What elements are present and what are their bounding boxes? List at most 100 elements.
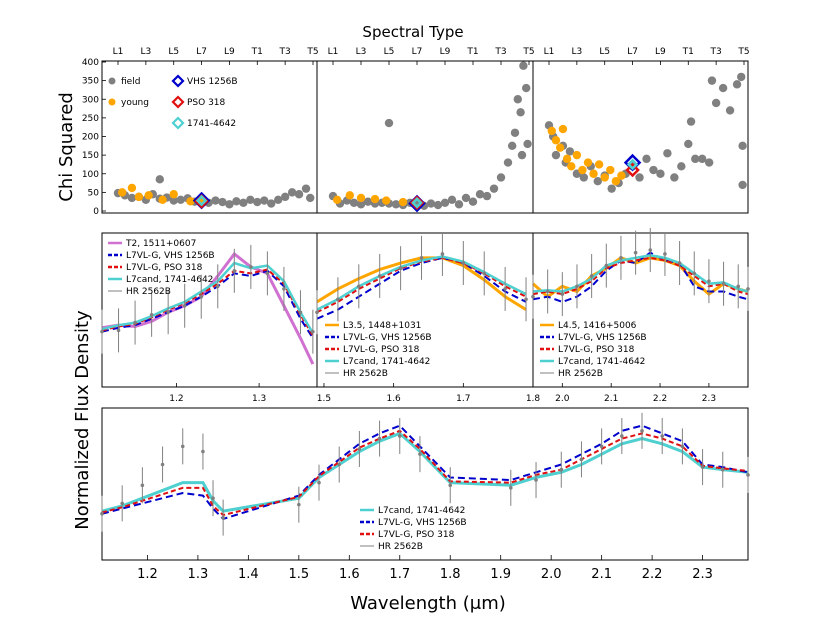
field-point xyxy=(649,165,658,175)
field-point xyxy=(738,141,747,151)
hr2562b-point xyxy=(337,462,342,467)
field-point xyxy=(677,162,686,171)
hr2562b-point xyxy=(265,271,270,276)
young-point xyxy=(583,158,593,167)
hr2562b-point xyxy=(180,444,185,449)
field-point xyxy=(503,158,513,167)
hr2562b-point xyxy=(503,287,507,291)
spectral-tick-label: T1 xyxy=(466,47,478,57)
young-point xyxy=(578,165,587,175)
full-x-tick-label: 1.9 xyxy=(490,567,511,582)
young-point xyxy=(551,136,561,145)
field-point xyxy=(127,193,137,203)
young-point xyxy=(382,196,391,205)
field-point xyxy=(593,177,602,186)
legend-label: HR 2562B xyxy=(378,542,423,552)
spectral-tick-label: L9 xyxy=(224,47,235,57)
spectral-tick-label: L1 xyxy=(328,47,339,57)
legend-vhs-swatch xyxy=(171,74,185,88)
legend-label: VHS 1256B xyxy=(187,77,238,87)
hr2562b-point xyxy=(720,467,725,472)
field-point xyxy=(391,200,401,209)
field-point xyxy=(306,193,315,203)
young-point xyxy=(134,192,144,202)
full-x-tick-label: 1.3 xyxy=(188,567,209,582)
hr2562b-point xyxy=(249,265,253,269)
band-x-tick-label: 2.1 xyxy=(604,394,618,404)
field-point xyxy=(176,195,185,205)
young-point xyxy=(562,154,572,164)
spectral-tick-label: T5 xyxy=(522,47,534,57)
young-point xyxy=(158,195,167,205)
spectral-tick-label: L3 xyxy=(356,47,367,57)
hr2562b-point xyxy=(357,284,361,289)
band-x-tick-label: 1.6 xyxy=(386,394,401,404)
hr2562b-point xyxy=(336,297,340,302)
spectral-tick-label: L1 xyxy=(544,47,555,57)
data-layer xyxy=(100,61,750,547)
legend-label: L7VL-G, VHS 1256B xyxy=(558,333,647,343)
hr2562b-point xyxy=(211,496,215,500)
full-x-tick-label: 1.5 xyxy=(288,567,309,582)
young-point xyxy=(555,143,565,152)
field-point xyxy=(691,154,700,164)
hr2562b-point xyxy=(199,294,204,299)
field-point xyxy=(440,198,450,208)
1741-4642-marker xyxy=(626,158,639,171)
axes-layer xyxy=(101,60,749,561)
young-point xyxy=(186,197,195,206)
field-point xyxy=(656,169,665,178)
hr2562b-point xyxy=(398,266,403,271)
spectral-type-title: Spectral Type xyxy=(362,23,463,41)
hr2562b-point xyxy=(579,457,584,462)
legend-cand-swatch xyxy=(171,116,185,130)
hr2562b-point xyxy=(620,434,624,438)
spectral-tick-label: T3 xyxy=(494,47,506,57)
field-point xyxy=(239,198,248,208)
field-point xyxy=(225,200,234,209)
hr2562b-point xyxy=(663,252,667,256)
field-point xyxy=(718,83,728,93)
field-point xyxy=(273,195,283,205)
hr2562b-point xyxy=(461,261,466,265)
legend-field-swatch xyxy=(108,77,116,85)
field-point xyxy=(232,197,241,206)
field-point xyxy=(475,190,485,199)
legend-label: L7VL-G, VHS 1256B xyxy=(126,251,215,261)
1741-4642-marker xyxy=(411,197,423,209)
hr2562b-point xyxy=(660,434,665,438)
young-point xyxy=(356,193,366,203)
field-point xyxy=(218,197,227,207)
legend-label: L7VL-G, PSO 318 xyxy=(558,345,635,355)
hr2562b-point xyxy=(677,261,682,265)
hr2562b-point xyxy=(221,515,225,520)
full-x-tick-label: 1.8 xyxy=(440,567,461,582)
spectral-tick-label: T5 xyxy=(737,47,749,57)
legend-label: L7cand, 1741-4642 xyxy=(126,275,213,285)
band-x-tick-label: 2.0 xyxy=(555,394,570,404)
legend-label: PSO 318 xyxy=(187,98,226,108)
hr2562b-point xyxy=(100,511,104,516)
field-point xyxy=(349,198,359,208)
field-point xyxy=(738,180,747,190)
hr2562b-point xyxy=(100,329,104,334)
hr2562b-point xyxy=(149,313,154,317)
young-point xyxy=(117,188,127,197)
hr2562b-point xyxy=(531,294,535,299)
field-point xyxy=(737,72,746,82)
legend-label: L4.5, 1416+5006 xyxy=(558,321,637,331)
chi-squared-ylabel: Chi Squared xyxy=(56,92,77,202)
hr2562b-point xyxy=(166,310,170,315)
spectral-tick-label: L9 xyxy=(440,47,451,57)
field-point xyxy=(260,196,269,205)
hr2562b-point xyxy=(545,289,550,294)
legend-label: L7cand, 1741-4642 xyxy=(558,357,645,367)
hr2562b-point xyxy=(311,329,315,334)
spectral-tick-label: L9 xyxy=(655,47,666,57)
field-point xyxy=(551,150,561,160)
hr2562b-point xyxy=(357,447,362,451)
spectral-tick-label: T5 xyxy=(306,47,318,57)
hr2562b-point xyxy=(282,287,286,291)
hr2562b-point xyxy=(700,465,705,469)
young-point xyxy=(572,150,582,160)
